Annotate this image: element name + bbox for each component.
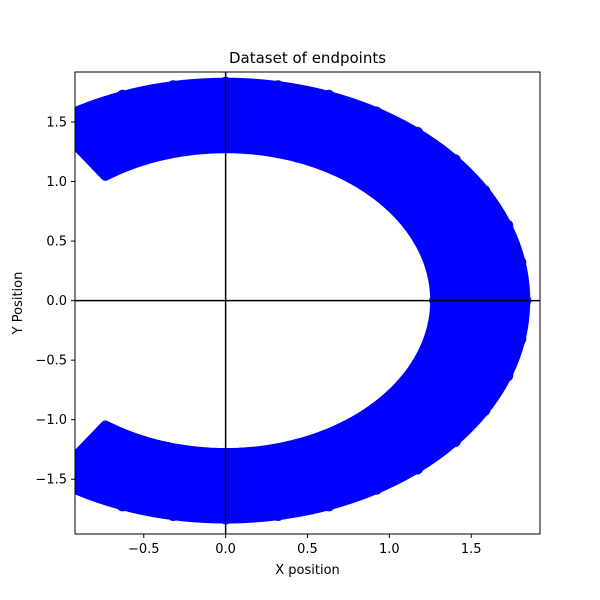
scatter-point bbox=[154, 116, 167, 129]
reference-lines bbox=[75, 72, 540, 534]
scatter-point bbox=[448, 435, 461, 448]
scatter-point bbox=[478, 404, 491, 417]
chart-title: Dataset of endpoints bbox=[229, 49, 386, 67]
scatter-point bbox=[448, 154, 461, 167]
x-tick-label: −0.5 bbox=[128, 542, 160, 557]
x-tick-label: 0.5 bbox=[297, 542, 318, 557]
y-axis-title: Y Position bbox=[11, 272, 26, 336]
y-tick-label: −1.5 bbox=[35, 473, 67, 488]
x-tick-label: 0.0 bbox=[215, 542, 236, 557]
scatter-point bbox=[322, 499, 335, 512]
scatter-point bbox=[105, 163, 118, 176]
scatter-point bbox=[105, 425, 118, 438]
scatter-point bbox=[301, 151, 314, 164]
scatter-point bbox=[272, 80, 285, 93]
scatter-point bbox=[427, 270, 440, 283]
scatter-point bbox=[366, 407, 379, 420]
scatter-point bbox=[350, 461, 363, 474]
scatter-point bbox=[427, 318, 440, 331]
scatter-point bbox=[424, 175, 437, 188]
y-axis-ticks: −1.5 −1.0 −0.5 0.0 0.5 1.0 1.5 bbox=[35, 116, 75, 488]
scatter-point bbox=[407, 223, 420, 236]
scatter-point bbox=[272, 508, 285, 521]
scatter-point bbox=[411, 462, 424, 475]
scatter-point bbox=[411, 126, 424, 139]
scatter-point bbox=[167, 508, 180, 521]
scatter-point bbox=[465, 229, 478, 242]
scatter-point bbox=[514, 256, 527, 269]
scatter-point bbox=[322, 89, 335, 102]
scatter-point bbox=[96, 439, 109, 452]
scatter-point bbox=[167, 80, 180, 93]
y-tick-label: −1.0 bbox=[35, 413, 67, 428]
scatter-point bbox=[162, 473, 175, 486]
scatter-point bbox=[252, 110, 265, 123]
scatter-point bbox=[366, 181, 379, 194]
scatter-point bbox=[370, 106, 383, 119]
scatter-point bbox=[501, 369, 514, 382]
scatter-point bbox=[116, 89, 129, 102]
scatter-point bbox=[301, 437, 314, 450]
x-axis-title: X position bbox=[275, 563, 340, 578]
scatter-point bbox=[116, 499, 129, 512]
scatter-point bbox=[407, 366, 420, 379]
scatter-point bbox=[252, 479, 265, 492]
scatter-point bbox=[465, 360, 478, 373]
scatter-point bbox=[350, 127, 363, 140]
y-tick-label: 1.5 bbox=[46, 116, 67, 131]
scatter-point bbox=[501, 219, 514, 232]
y-tick-label: −0.5 bbox=[35, 354, 67, 369]
x-tick-label: 1.0 bbox=[379, 542, 400, 557]
scatter-point bbox=[424, 413, 437, 426]
y-tick-label: 0.0 bbox=[46, 294, 67, 309]
y-tick-label: 0.5 bbox=[46, 235, 67, 250]
scatter-point bbox=[370, 482, 383, 495]
x-axis-ticks: −0.5 0.0 0.5 1.0 1.5 bbox=[128, 534, 482, 557]
scatter-point bbox=[478, 185, 491, 198]
y-tick-label: 1.0 bbox=[46, 175, 67, 190]
scatter-point bbox=[514, 332, 527, 345]
points-layer bbox=[75, 76, 532, 525]
x-tick-label: 1.5 bbox=[461, 542, 482, 557]
